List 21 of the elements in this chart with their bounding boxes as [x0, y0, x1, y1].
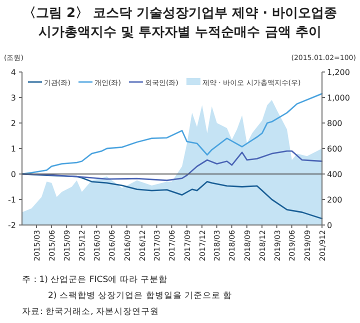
y-tick-label: -1 [8, 196, 16, 204]
text: 주 : 1) 산업군은 FICS에 따라 구분함 [22, 275, 168, 285]
y-tick-label: 0 [10, 170, 16, 179]
y2-tick-label: 800 [327, 119, 342, 128]
text: 자료: 한국거래소, 자본시장연구원 [22, 307, 159, 317]
y2-tick-label: 600 [327, 144, 342, 154]
y2-tick-label: 400 [327, 170, 342, 179]
text: 2) 스팩합병 상장기업은 합병일을 기준으로 함 [48, 291, 232, 301]
y2-tick-label: 1,000 [327, 94, 350, 102]
y-tick-label: 3 [10, 94, 16, 102]
line-series [21, 92, 323, 175]
y-tick-label: -2 [8, 221, 16, 230]
line-series [21, 150, 323, 182]
line-series [21, 173, 323, 220]
y-tick-label: 1 [10, 144, 16, 154]
y2-tick-label: 1,200 [327, 68, 350, 77]
y2-tick-label: 200 [327, 196, 342, 204]
y-tick-label: 2 [10, 119, 16, 128]
chart-title: 〈그림 2〉 코스닥 기술성장기업부 제약 · 바이오업종 시가총액지수 및 투자자별 누적순매수 금액 추이 [22, 6, 338, 40]
y-tick-label: 4 [10, 68, 16, 77]
y2-tick-label: 0 [327, 221, 332, 230]
